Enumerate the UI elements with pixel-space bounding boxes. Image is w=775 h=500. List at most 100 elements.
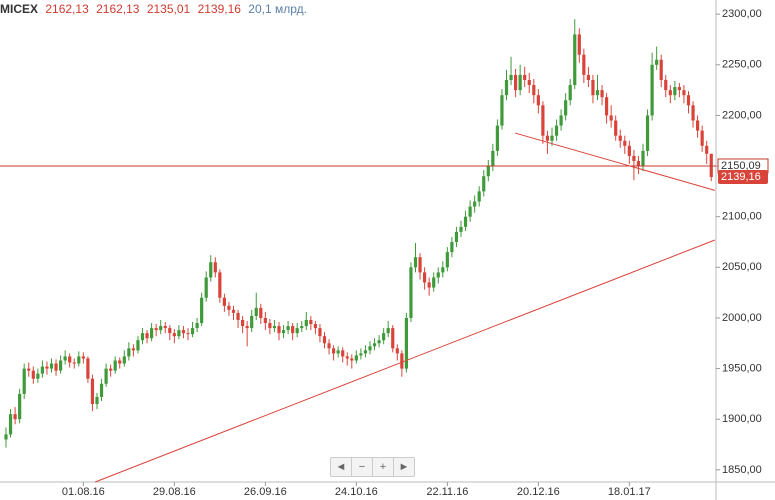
candle-body (673, 87, 677, 96)
candle-body (441, 267, 445, 273)
candle-body (586, 74, 590, 80)
candle-body (177, 330, 181, 337)
candle-body (655, 59, 659, 65)
candle-body (22, 368, 26, 394)
candle-body (222, 297, 226, 306)
candle-body (641, 150, 645, 167)
candle-body (645, 115, 650, 151)
candle-body (509, 74, 513, 80)
low: 2135,01 (146, 2, 191, 16)
candle-body (532, 85, 536, 96)
candle-body (104, 368, 108, 384)
candle-body (559, 115, 563, 126)
y-tick-label: 1850,00 (722, 464, 762, 476)
x-tick-label: 20.12.16 (517, 486, 560, 498)
candle-body (63, 356, 67, 361)
candle-body (413, 257, 418, 268)
scroll-right[interactable]: ► (398, 461, 410, 473)
candle-body (568, 85, 572, 101)
candle-body (159, 326, 163, 331)
x-tick-label: 26.09.16 (244, 486, 287, 498)
candle-body (31, 370, 35, 379)
y-tick-label: 1900,00 (722, 413, 762, 425)
candle-body (95, 396, 99, 405)
zoom-out[interactable]: − (352, 458, 373, 476)
candle-body (241, 319, 245, 327)
candle-body (127, 348, 131, 357)
candle-body (154, 328, 158, 331)
candle-body (250, 315, 254, 329)
candle-body (254, 307, 258, 316)
candle-body (332, 348, 336, 354)
candle-body (518, 74, 522, 91)
candle-body (77, 356, 81, 364)
candle-body (395, 348, 399, 354)
trend-line (515, 132, 716, 191)
price-label-box (718, 170, 768, 185)
candle-body (218, 272, 222, 298)
candle-body (368, 346, 372, 351)
candle-body (59, 360, 63, 371)
candle-body (377, 340, 381, 344)
candle-body (27, 368, 31, 371)
candle-body (609, 115, 613, 121)
candle-body (650, 64, 654, 116)
candle-body (359, 353, 363, 356)
candle-body (336, 350, 340, 354)
candle-body (90, 378, 95, 405)
candle-body (363, 350, 368, 354)
candle-body (468, 206, 472, 217)
candle-body (354, 355, 358, 361)
candle-body (45, 366, 49, 369)
candle-body (163, 326, 167, 329)
candle-body (291, 326, 295, 334)
candle-body (72, 362, 76, 364)
y-tick-label: 2200,00 (722, 109, 762, 121)
candle-body (477, 191, 481, 202)
candle-body (190, 328, 195, 335)
candle-body (495, 125, 499, 151)
scroll-left[interactable]: ◄ (331, 458, 352, 476)
candle-body (341, 350, 345, 357)
candle-body (36, 373, 40, 379)
candle-body (577, 34, 581, 55)
candle-body (99, 383, 104, 397)
candle-body (664, 79, 668, 91)
candle-body (591, 79, 595, 96)
candle-body (382, 333, 386, 341)
candle-body (109, 368, 113, 371)
y-tick-label: 2100,00 (722, 211, 762, 223)
candle-body (145, 333, 149, 339)
candle-body (573, 34, 577, 86)
candle-body (636, 161, 641, 167)
candle-body (514, 74, 518, 91)
candle-body (272, 326, 277, 329)
zoom-in[interactable]: + (373, 458, 394, 476)
candle-body (659, 59, 663, 80)
candle-body (140, 333, 145, 341)
candle-body (614, 120, 618, 136)
candle-body (409, 267, 413, 318)
candle-body (81, 356, 85, 359)
quote-header: MICEX 2162,13 2162,13 2135,01 2139,16 20… (0, 2, 315, 16)
candle-body (4, 434, 8, 440)
candle-body (691, 105, 695, 121)
candle-body (172, 333, 176, 337)
candle-body (564, 100, 568, 116)
candle-body (350, 358, 354, 361)
candle-body (227, 305, 231, 310)
candle-body (213, 262, 217, 273)
candle-body (313, 324, 317, 329)
y-tick-label: 2000,00 (722, 312, 762, 324)
candle-body (386, 328, 390, 334)
candle-body (436, 272, 440, 278)
candle-body (450, 242, 454, 253)
close: 2139,16 (197, 2, 241, 16)
candle-body (600, 90, 604, 98)
candle-body (304, 319, 308, 327)
x-tick-label: 24.10.16 (335, 486, 378, 498)
candle-body (136, 340, 140, 351)
candle-body (259, 307, 263, 318)
